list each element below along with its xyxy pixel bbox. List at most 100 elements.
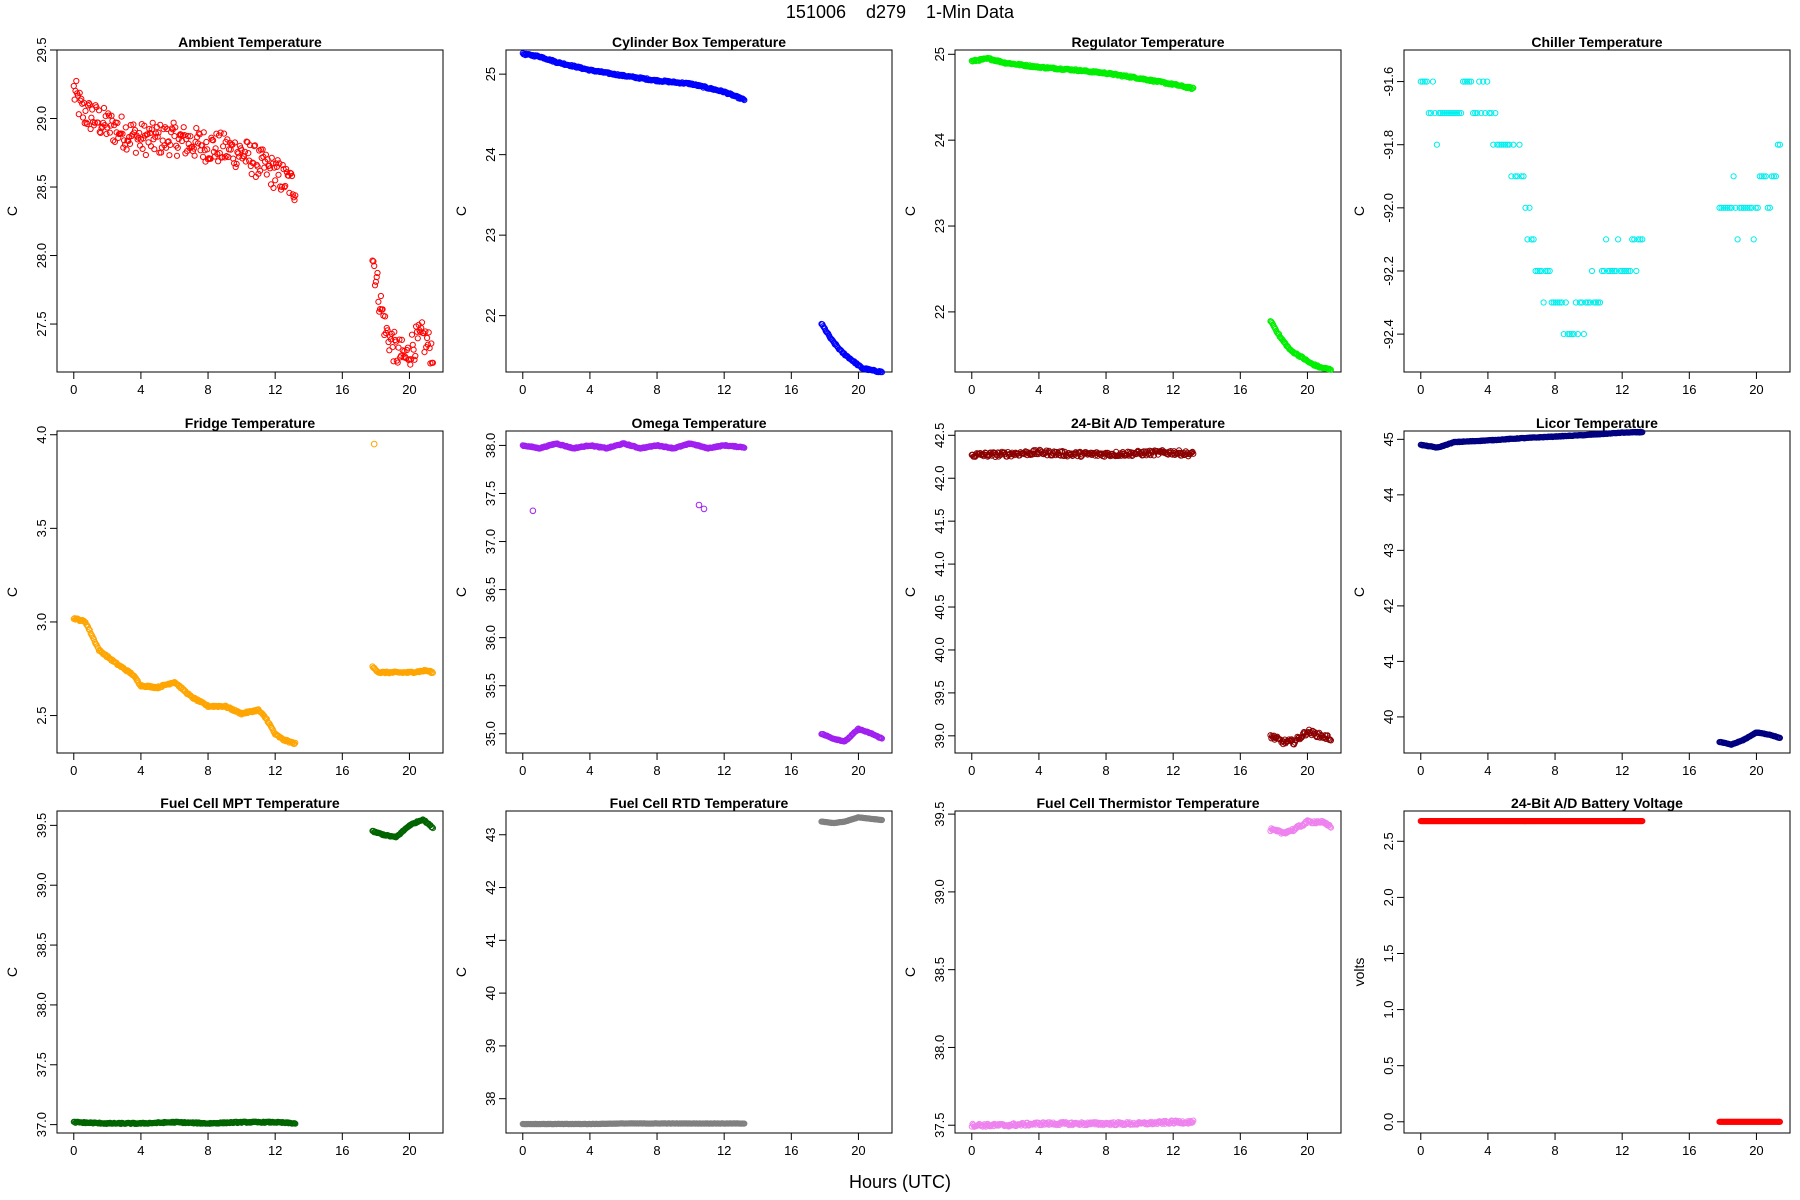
data-point bbox=[87, 125, 94, 133]
data-point bbox=[147, 143, 155, 150]
data-point bbox=[820, 324, 828, 331]
plot-title-fuel-cell-thermistor-temperature: Fuel Cell Thermistor Temperature bbox=[1036, 795, 1259, 811]
data-point bbox=[1736, 204, 1743, 211]
y-tick-label-fuel-cell-mpt-temperature: 39.5 bbox=[34, 813, 49, 838]
data-point bbox=[1508, 173, 1515, 180]
data-point bbox=[203, 138, 210, 146]
x-tick-label-licor-temperature: 4 bbox=[1484, 763, 1491, 778]
data-point bbox=[221, 154, 228, 161]
data-point bbox=[1327, 824, 1335, 831]
data-point bbox=[1754, 204, 1761, 211]
y-tick-label-24-bit-a-d-temperature: 42.0 bbox=[932, 466, 947, 491]
data-point bbox=[1315, 730, 1322, 738]
x-tick-label-24-bit-a-d-temperature: 4 bbox=[1035, 763, 1042, 778]
data-point bbox=[1470, 110, 1477, 117]
x-tick-label-24-bit-a-d-battery-voltage: 12 bbox=[1615, 1143, 1629, 1158]
data-point bbox=[189, 143, 196, 150]
x-tick-label-omega-temperature: 20 bbox=[851, 763, 865, 778]
data-point bbox=[1472, 110, 1479, 117]
data-point bbox=[1758, 173, 1765, 180]
plot-frame-fuel-cell-mpt-temperature bbox=[56, 810, 444, 1134]
x-tick-label-chiller-temperature: 4 bbox=[1484, 382, 1491, 397]
data-point bbox=[1468, 78, 1475, 85]
data-point bbox=[217, 129, 224, 136]
series-omega-temperature bbox=[519, 440, 886, 745]
data-point bbox=[235, 150, 242, 157]
data-point bbox=[424, 341, 431, 348]
data-point bbox=[121, 137, 128, 144]
series-fuel-cell-rtd-temperature bbox=[519, 814, 886, 1128]
y-tick-label-cylinder-box-temperature: 22 bbox=[483, 308, 498, 322]
data-point bbox=[283, 169, 290, 176]
data-point bbox=[1617, 267, 1624, 275]
data-point bbox=[1730, 173, 1737, 180]
x-tick-label-fuel-cell-thermistor-temperature: 16 bbox=[1233, 1143, 1247, 1158]
data-point bbox=[1558, 299, 1565, 306]
y-tick-label-fuel-cell-rtd-temperature: 42 bbox=[483, 880, 498, 894]
data-point bbox=[1576, 299, 1584, 306]
plot-title-omega-temperature: Omega Temperature bbox=[631, 415, 766, 431]
x-tick-label-24-bit-a-d-temperature: 8 bbox=[1102, 763, 1109, 778]
y-tick-label-fuel-cell-thermistor-temperature: 37.5 bbox=[932, 1113, 947, 1138]
data-point bbox=[291, 740, 298, 747]
data-point bbox=[408, 356, 415, 363]
x-tick-label-ambient-temperature: 0 bbox=[70, 382, 77, 397]
data-point bbox=[275, 171, 282, 178]
y-tick-label-omega-temperature: 36.0 bbox=[483, 625, 498, 650]
data-point bbox=[255, 170, 262, 177]
series-licor-temperature bbox=[1417, 428, 1784, 748]
data-point bbox=[1492, 110, 1499, 117]
plot-frame-fuel-cell-thermistor-temperature bbox=[954, 810, 1342, 1134]
y-axis-label-fuel-cell-rtd-temperature: C bbox=[453, 967, 469, 977]
data-point bbox=[1480, 78, 1487, 85]
y-tick-label-licor-temperature: 43 bbox=[1381, 543, 1396, 557]
data-point bbox=[1742, 204, 1749, 211]
y-tick-label-24-bit-a-d-battery-voltage: 1.0 bbox=[1381, 1001, 1396, 1019]
data-point bbox=[428, 340, 435, 347]
data-point bbox=[1449, 110, 1457, 117]
data-point bbox=[292, 192, 299, 199]
data-point bbox=[410, 346, 417, 353]
data-point bbox=[281, 184, 288, 191]
data-point bbox=[1732, 204, 1739, 211]
data-point bbox=[1631, 236, 1638, 243]
data-point bbox=[1488, 110, 1495, 117]
data-point bbox=[1762, 173, 1769, 180]
x-tick-label-ambient-temperature: 12 bbox=[268, 382, 282, 397]
x-tick-label-chiller-temperature: 16 bbox=[1682, 382, 1696, 397]
data-point bbox=[282, 182, 289, 190]
data-point bbox=[1623, 267, 1630, 275]
data-point bbox=[212, 145, 219, 152]
y-tick-label-ambient-temperature: 29.0 bbox=[34, 106, 49, 131]
data-point bbox=[248, 170, 255, 178]
y-tick-label-chiller-temperature: -92.0 bbox=[1381, 193, 1396, 223]
data-point bbox=[1441, 110, 1449, 117]
data-point bbox=[1560, 331, 1567, 338]
data-point bbox=[231, 160, 238, 167]
plot-ambient-temperature: Ambient Temperature 0 4 8 12 16 20 27.5 28.0 28.5… bbox=[4, 34, 444, 397]
data-point bbox=[73, 77, 80, 85]
x-tick-label-regulator-temperature: 12 bbox=[1166, 382, 1180, 397]
x-tick-label-omega-temperature: 4 bbox=[586, 763, 593, 778]
x-tick-label-24-bit-a-d-temperature: 0 bbox=[968, 763, 975, 778]
y-tick-label-fuel-cell-mpt-temperature: 39.0 bbox=[34, 873, 49, 898]
y-axis-label-fuel-cell-thermistor-temperature: C bbox=[902, 967, 918, 977]
x-tick-label-ambient-temperature: 8 bbox=[204, 382, 211, 397]
x-tick-label-regulator-temperature: 8 bbox=[1102, 382, 1109, 397]
y-tick-label-fuel-cell-thermistor-temperature: 38.5 bbox=[932, 957, 947, 982]
data-point bbox=[1425, 110, 1432, 117]
data-point bbox=[84, 120, 91, 128]
data-point bbox=[1275, 330, 1283, 338]
x-tick-label-cylinder-box-temperature: 12 bbox=[717, 382, 731, 397]
y-tick-label-ambient-temperature: 27.5 bbox=[34, 311, 49, 336]
data-point bbox=[210, 137, 217, 144]
data-point bbox=[426, 668, 433, 675]
data-point bbox=[1594, 299, 1602, 306]
data-point bbox=[183, 136, 190, 143]
y-tick-label-ambient-temperature: 29.5 bbox=[34, 37, 49, 62]
data-point bbox=[166, 152, 173, 159]
data-point bbox=[1455, 110, 1463, 117]
data-point bbox=[1524, 236, 1531, 243]
data-point bbox=[1190, 450, 1197, 457]
x-tick-label-licor-temperature: 16 bbox=[1682, 763, 1696, 778]
